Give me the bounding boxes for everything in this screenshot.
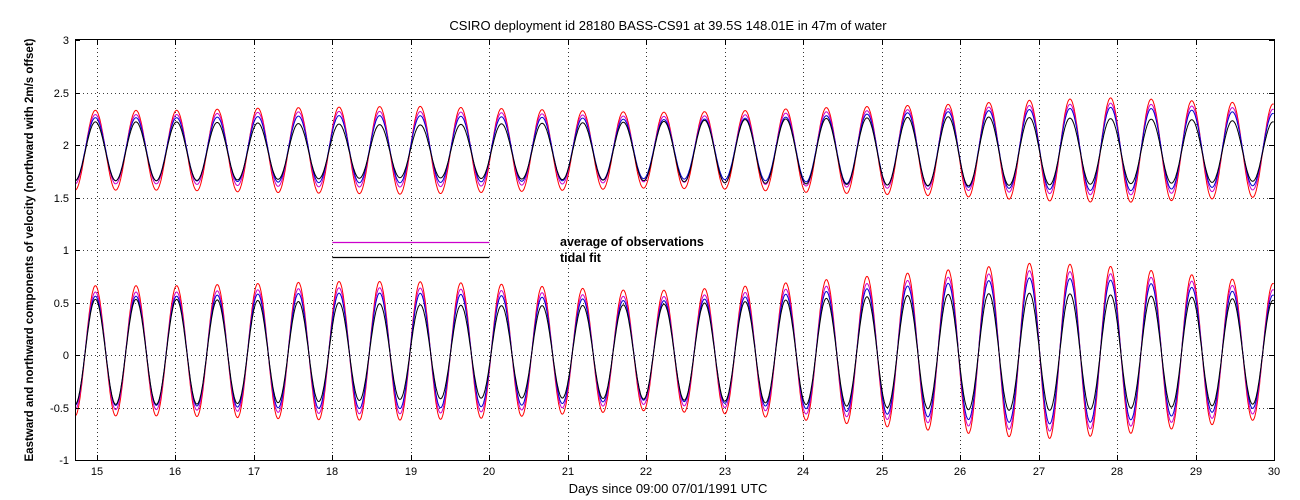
x-tick-label: 27 (1033, 466, 1045, 478)
y-tick-label: 2.5 (54, 88, 69, 100)
x-tick-label: 18 (326, 466, 338, 478)
x-tick-label: 26 (954, 466, 966, 478)
y-axis-label: Eastward and northward components of vel… (24, 38, 36, 461)
x-tick-label: 17 (248, 466, 260, 478)
x-tick-label: 29 (1190, 466, 1202, 478)
x-tick-label: 25 (876, 466, 888, 478)
legend-label-1: tidal fit (560, 251, 602, 265)
series-group (74, 97, 1275, 439)
y-tick-label: -0.5 (50, 403, 69, 415)
axis-ticks: 15 16 17 18 19 20 21 22 23 24 25 26 27 28 29 30-1-0.500… (50, 35, 1280, 478)
x-tick-label: 28 (1111, 466, 1123, 478)
series-line-eastward-tidal-fit-7 (75, 292, 1274, 411)
x-tick-label: 23 (719, 466, 731, 478)
x-axis-label: Days since 09:00 07/01/1991 UTC (569, 481, 768, 496)
x-tick-label: 24 (797, 466, 809, 478)
x-tick-label: 16 (169, 466, 181, 478)
chart-title: CSIRO deployment id 28180 BASS-CS91 at 3… (449, 18, 887, 33)
y-tick-label: 1.5 (54, 193, 69, 205)
y-tick-label: -1 (59, 455, 69, 467)
x-tick-label: 20 (483, 466, 495, 478)
x-tick-label: 21 (562, 466, 574, 478)
y-tick-label: 1 (63, 245, 69, 257)
series-line-northward-tidal-fit-3 (75, 116, 1274, 187)
y-tick-label: 0.5 (54, 298, 69, 310)
y-tick-label: 3 (63, 35, 69, 47)
legend-label-0: average of observations (560, 235, 704, 249)
x-tick-label: 15 (91, 466, 103, 478)
legend: average of observations tidal fit (332, 235, 704, 265)
x-tick-label: 22 (640, 466, 652, 478)
y-tick-label: 0 (63, 350, 69, 362)
x-tick-label: 19 (405, 466, 417, 478)
y-tick-label: 2 (63, 140, 69, 152)
x-tick-label: 30 (1268, 466, 1280, 478)
